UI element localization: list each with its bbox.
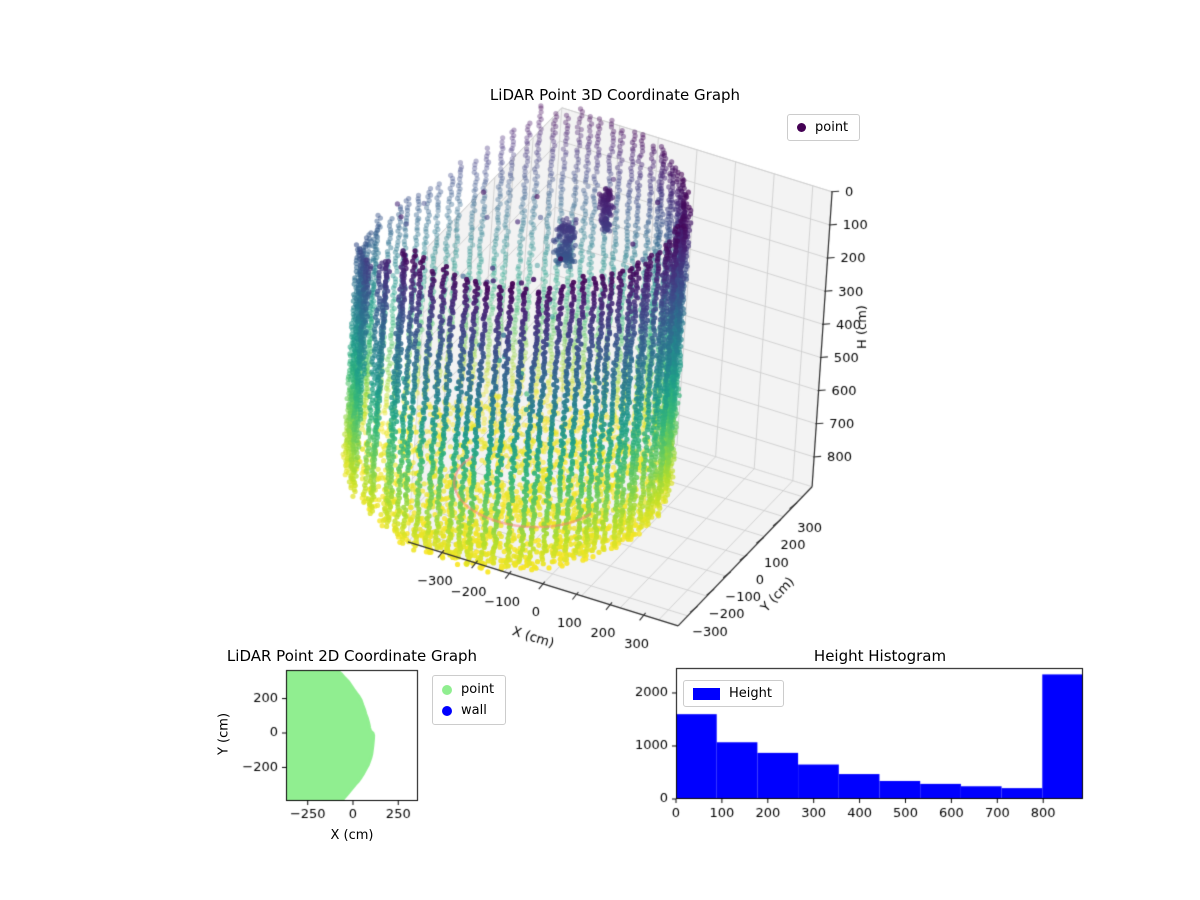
histogram-title: Height Histogram xyxy=(813,647,947,665)
wall-marker-icon xyxy=(442,705,452,716)
plot2d-xlabel: X (cm) xyxy=(330,828,374,843)
plot2d-ylabel: Y (cm) xyxy=(216,712,232,756)
plot2d-legend-label-point: point xyxy=(461,682,495,697)
point-marker-icon xyxy=(797,123,806,132)
histogram-legend: Height xyxy=(683,680,784,707)
plot3d-title: LiDAR Point 3D Coordinate Graph xyxy=(489,86,741,104)
plot2d-legend-label-wall: wall xyxy=(461,703,487,718)
height-marker-icon xyxy=(693,687,720,700)
plot2d-legend: point wall xyxy=(432,675,507,725)
plot3d-legend-label: point xyxy=(815,120,849,135)
point-marker-icon xyxy=(442,684,452,695)
histogram-legend-label: Height xyxy=(729,686,772,701)
plot2d-title: LiDAR Point 2D Coordinate Graph xyxy=(226,647,478,665)
plot2d-legend-item-wall: wall xyxy=(442,703,494,718)
plot3d-legend: point xyxy=(787,114,861,141)
plot2d-legend-item-point: point xyxy=(442,682,494,697)
